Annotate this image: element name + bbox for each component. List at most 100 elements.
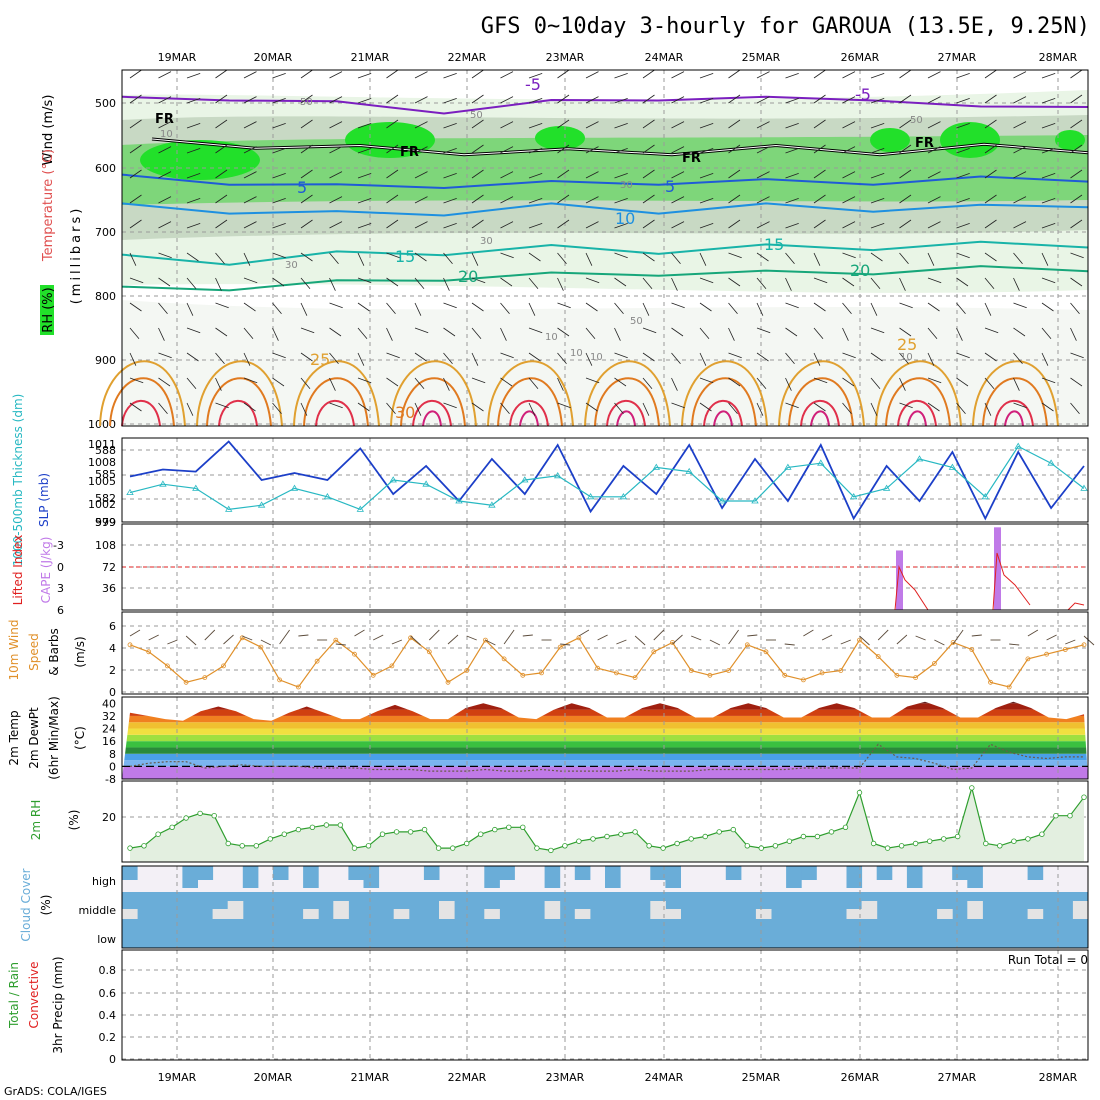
wind-barb — [756, 302, 764, 316]
wind-barb — [728, 402, 738, 414]
wind-barb — [899, 194, 912, 204]
temp-tick: 40 — [102, 697, 116, 710]
wind-barb — [956, 377, 969, 387]
wind-tick: 0 — [109, 686, 116, 699]
wind-barb — [927, 221, 941, 229]
wind-barb — [728, 94, 741, 104]
slp-labels: 1000-500mb Thickness (dm) SLP (mb) — [11, 394, 51, 567]
wind-barb — [956, 148, 970, 154]
wind-barb — [243, 196, 257, 204]
wind-barb — [272, 302, 282, 314]
wind-barb — [500, 196, 514, 204]
precip-tick: 0.4 — [99, 1009, 117, 1022]
rh-area — [130, 787, 1084, 862]
wind-barb — [1013, 71, 1027, 79]
rh-point — [492, 826, 498, 833]
wind-barb — [243, 146, 257, 154]
wind-barb — [699, 402, 712, 412]
wind-barb — [927, 302, 940, 312]
contour-label: 25 — [897, 335, 917, 354]
isotherm-30-arch — [109, 377, 175, 427]
date-label-bottom: 26MAR — [841, 1071, 880, 1084]
rh-point — [127, 845, 133, 851]
wind-barb — [158, 221, 172, 229]
millibars-label: (millibars) — [69, 206, 84, 305]
wind-barb — [699, 327, 710, 339]
wind-barb — [1041, 98, 1056, 104]
li-tick: -3 — [53, 539, 64, 552]
wind-barb — [785, 302, 799, 309]
isotherm-35-arch — [121, 399, 161, 427]
wind-barb — [471, 327, 482, 339]
rh-point — [646, 843, 652, 849]
rh-point — [211, 813, 217, 819]
thickness-tick: 582 — [95, 492, 116, 505]
isotherm-30-arch — [303, 377, 369, 427]
wind-barb — [300, 377, 311, 389]
wind-barb — [842, 277, 855, 287]
wind-barb — [414, 221, 428, 229]
wind-barb — [557, 169, 570, 179]
cape-tick: 36 — [102, 582, 116, 595]
wind-barb — [186, 277, 197, 289]
cloud-high-cell — [303, 866, 319, 888]
cloud-label: Cloud Cover — [19, 868, 33, 941]
wind-barb — [500, 402, 510, 414]
wind-barb — [272, 98, 286, 104]
wind-barb — [300, 69, 313, 79]
wind-barb — [785, 148, 799, 154]
wind-barb — [585, 402, 598, 412]
wind-speed-point — [202, 675, 208, 680]
wind-barb — [471, 119, 484, 129]
wind-barb-10m — [597, 634, 608, 641]
rh-contour-label: 50 — [300, 97, 313, 108]
wind-barb — [557, 302, 571, 309]
isotherm-35-arch — [412, 399, 452, 427]
wind-barb — [129, 277, 144, 284]
thickness-marker — [455, 497, 463, 504]
wind-speed-point — [557, 644, 563, 650]
bottom-date-axis: 19MAR 20MAR 21MAR 22MAR 23MAR 24MAR 25MAR 26MAR… — [158, 1071, 1078, 1084]
wind-barb — [215, 169, 228, 179]
rh-point — [576, 838, 582, 844]
temp-color-band — [122, 747, 1088, 754]
wind-barb — [186, 352, 199, 362]
wind-barb — [956, 73, 970, 79]
pressure-tick: 700 — [95, 226, 116, 239]
wind-barb — [642, 402, 650, 416]
wind-barb — [671, 196, 685, 204]
wind-speed-point — [127, 642, 133, 648]
wind-barb — [243, 96, 257, 104]
wind-barb — [158, 196, 172, 204]
cloud-mid-gap — [861, 901, 878, 919]
wind-barb-10m — [298, 634, 309, 637]
wind-barb — [414, 171, 428, 179]
wind-barb — [443, 302, 457, 309]
contour-label: -5 — [525, 75, 541, 94]
wind-barb — [1041, 148, 1056, 154]
isotherm-30-arch — [594, 377, 660, 427]
rh-point — [450, 845, 456, 851]
wind-barb — [557, 277, 564, 291]
slp-tick: 1008 — [88, 456, 116, 469]
rh-point — [898, 843, 905, 849]
isotherm-25-arch — [99, 360, 186, 427]
temp-color-band — [122, 728, 1088, 735]
upper-labels: Wind (m/s) Temperature (°C) RH (%) (mill… — [40, 95, 84, 335]
wind-barb — [642, 302, 650, 316]
thickness-marker — [488, 501, 496, 508]
rh-point — [435, 845, 442, 851]
wind-barb — [984, 219, 997, 229]
temp-tick: 24 — [102, 723, 116, 736]
wind-barb — [471, 219, 484, 229]
wind-barb — [158, 146, 172, 154]
date-label-bottom: 21MAR — [351, 1071, 390, 1084]
wind-barb — [956, 123, 970, 129]
wind-barb — [699, 98, 714, 104]
rh-point — [407, 829, 414, 835]
wind-barb — [899, 219, 912, 229]
wind-barb — [129, 169, 142, 179]
thickness-marker — [981, 493, 990, 500]
wind-barb — [329, 221, 343, 229]
wind-barb — [386, 144, 399, 154]
